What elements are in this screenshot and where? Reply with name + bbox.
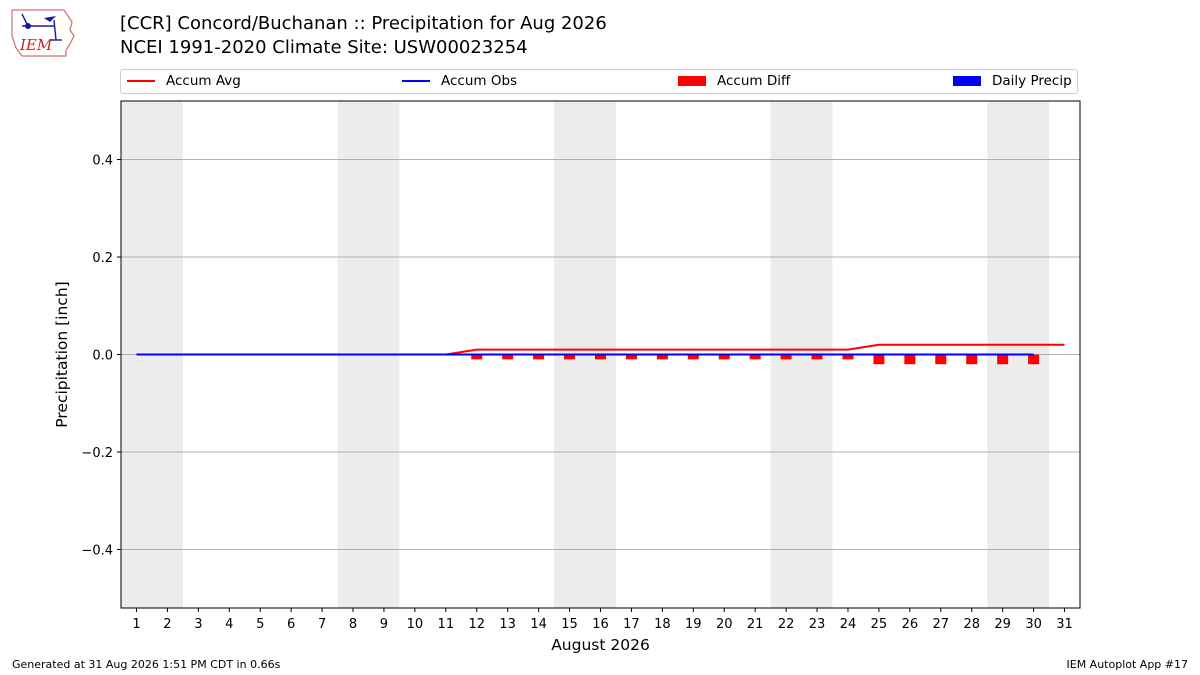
accum-diff-bar-19 (687, 354, 699, 360)
y-tick-label-2: 0.0 (92, 349, 113, 364)
x-tick-label-18: 18 (654, 617, 671, 632)
chart-legend: Accum Avg Accum Obs Accum Diff Daily Pre… (120, 69, 1078, 94)
legend-swatch-accum-obs (402, 80, 430, 82)
y-tick-label-4: 0.4 (92, 154, 113, 169)
accum-diff-bar-23 (811, 354, 823, 360)
x-tick-label-31: 31 (1056, 617, 1073, 632)
accum-diff-bar-12 (471, 354, 483, 360)
accum-diff-bar-22 (780, 354, 792, 360)
x-tick-label-9: 9 (380, 617, 388, 632)
x-tick-label-15: 15 (561, 617, 578, 632)
legend-item-accum-avg: Accum Avg (127, 73, 241, 91)
x-tick-label-22: 22 (778, 617, 795, 632)
x-tick-label-21: 21 (747, 617, 764, 632)
x-tick-label-14: 14 (530, 617, 547, 632)
accum-diff-bar-30 (1028, 354, 1040, 365)
x-tick-label-12: 12 (468, 617, 485, 632)
accum-diff-bar-15 (564, 354, 576, 360)
accum-diff-bar-17 (625, 354, 637, 360)
x-tick-label-4: 4 (225, 617, 233, 632)
x-tick-label-2: 2 (163, 617, 171, 632)
iem-logo: IEM (11, 9, 75, 57)
legend-label-accum-diff: Accum Diff (717, 73, 791, 89)
accum-diff-bar-29 (997, 354, 1009, 365)
x-tick-label-10: 10 (407, 617, 424, 632)
x-tick-label-3: 3 (194, 617, 202, 632)
x-axis-label: August 2026 (551, 636, 650, 654)
x-tick-label-8: 8 (349, 617, 357, 632)
chart-subtitle: NCEI 1991-2020 Climate Site: USW00023254 (120, 37, 528, 58)
x-tick-label-13: 13 (499, 617, 516, 632)
y-axis-label: Precipitation [inch] (53, 281, 71, 427)
accum-diff-bar-26 (904, 354, 916, 365)
legend-swatch-daily-precip (953, 76, 981, 86)
x-tick-label-19: 19 (685, 617, 702, 632)
x-tick-label-27: 27 (933, 617, 950, 632)
x-tick-label-26: 26 (902, 617, 919, 632)
y-tick-label-0: −0.4 (81, 544, 113, 559)
accum-diff-bar-20 (718, 354, 730, 360)
x-tick-label-1: 1 (132, 617, 140, 632)
x-tick-label-28: 28 (963, 617, 980, 632)
x-tick-label-30: 30 (1025, 617, 1042, 632)
legend-item-accum-diff: Accum Diff (678, 73, 790, 91)
accum-diff-bar-14 (533, 354, 545, 360)
iowa-outline (11, 9, 75, 57)
x-tick-label-29: 29 (994, 617, 1011, 632)
x-tick-label-25: 25 (871, 617, 888, 632)
legend-item-daily-precip: Daily Precip (953, 73, 1072, 91)
x-tick-label-16: 16 (592, 617, 609, 632)
legend-swatch-accum-diff (678, 76, 706, 86)
legend-label-daily-precip: Daily Precip (992, 73, 1072, 89)
accum-diff-bar-21 (749, 354, 761, 360)
accum-diff-bar-28 (966, 354, 978, 365)
accum-diff-bar-13 (502, 354, 514, 360)
y-tick-label-3: 0.2 (92, 251, 113, 266)
x-tick-label-5: 5 (256, 617, 264, 632)
x-tick-label-6: 6 (287, 617, 295, 632)
accum-diff-bar-25 (873, 354, 885, 365)
legend-label-accum-avg: Accum Avg (166, 73, 241, 89)
app-credit: IEM Autoplot App #17 (1066, 658, 1189, 671)
logo-text: IEM (19, 36, 53, 54)
accum-diff-bar-16 (595, 354, 606, 360)
accum-diff-bar-27 (935, 354, 947, 365)
accum-diff-bar-24 (842, 354, 854, 360)
x-tick-label-11: 11 (438, 617, 455, 632)
generated-timestamp: Generated at 31 Aug 2026 1:51 PM CDT in … (12, 658, 281, 671)
x-tick-label-20: 20 (716, 617, 733, 632)
x-tick-label-24: 24 (840, 617, 857, 632)
legend-item-accum-obs: Accum Obs (402, 73, 517, 91)
chart-title: [CCR] Concord/Buchanan :: Precipitation … (120, 13, 607, 34)
accum-diff-bar-18 (656, 354, 668, 360)
x-tick-label-23: 23 (809, 617, 826, 632)
x-tick-label-7: 7 (318, 617, 326, 632)
legend-swatch-accum-avg (127, 80, 155, 82)
y-tick-label-1: −0.2 (81, 446, 113, 461)
x-tick-label-17: 17 (623, 617, 640, 632)
legend-label-accum-obs: Accum Obs (441, 73, 518, 89)
